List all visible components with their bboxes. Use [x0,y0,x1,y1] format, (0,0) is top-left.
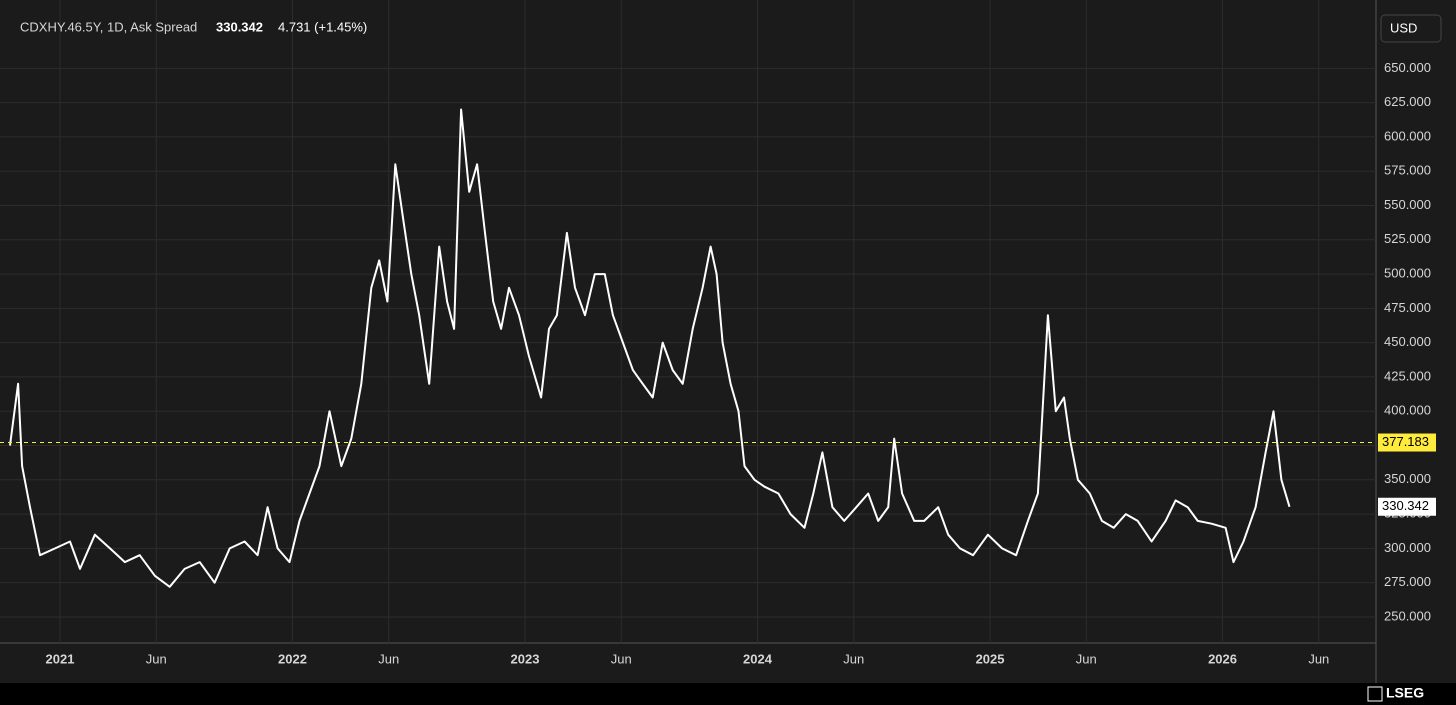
x-tick-label: 2021 [46,651,75,666]
price-change: 4.731 (+1.45%) [278,19,367,34]
footer [0,683,1456,705]
currency-label[interactable]: USD [1390,20,1417,35]
x-tick-label: Jun [1308,651,1329,666]
chart-background [0,0,1456,683]
x-tick-label: 2026 [1208,651,1237,666]
y-tick-label: 250.000 [1384,608,1431,623]
x-tick-label: 2024 [743,651,773,666]
x-tick-label: 2025 [976,651,1005,666]
chart-title: CDXHY.46.5Y, 1D, Ask Spread [20,19,197,34]
y-tick-label: 600.000 [1384,128,1431,143]
last-price-label: 330.342 [1382,498,1429,513]
y-tick-label: 350.000 [1384,471,1431,486]
x-tick-label: Jun [378,651,399,666]
x-tick-label: 2022 [278,651,307,666]
brand-icon [1367,686,1383,702]
y-tick-label: 300.000 [1384,540,1431,555]
y-tick-label: 625.000 [1384,94,1431,109]
reference-label: 377.183 [1382,434,1429,449]
y-tick-label: 275.000 [1384,574,1431,589]
y-tick-label: 525.000 [1384,231,1431,246]
last-price-label-bg [1378,497,1436,516]
x-tick-label: Jun [611,651,632,666]
y-tick-label: 475.000 [1384,300,1431,315]
x-tick-label: Jun [146,651,167,666]
x-tick-label: Jun [843,651,864,666]
brand: LSEG [1386,685,1424,701]
y-tick-label: 450.000 [1384,334,1431,349]
y-tick-label: 500.000 [1384,266,1431,281]
y-tick-label: 550.000 [1384,197,1431,212]
last-price: 330.342 [216,19,263,34]
reference-label-bg [1378,433,1436,452]
y-tick-label: 425.000 [1384,368,1431,383]
y-tick-label: 650.000 [1384,60,1431,75]
x-tick-label: 2023 [511,651,540,666]
y-tick-label: 575.000 [1384,163,1431,178]
series-line [9,108,1291,588]
currency-button[interactable] [1380,14,1442,43]
x-tick-label: Jun [1076,651,1097,666]
y-tick-label: 400.000 [1384,403,1431,418]
